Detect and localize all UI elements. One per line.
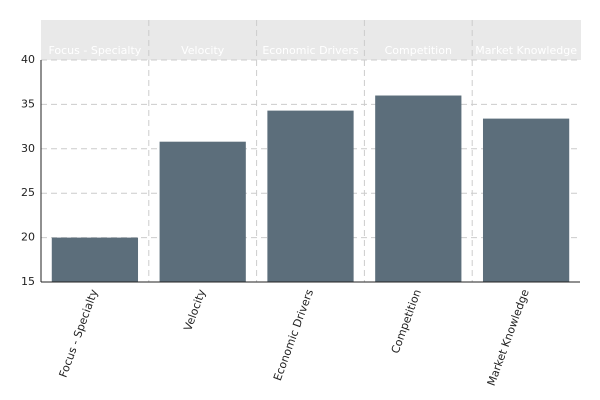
y-tick-label: 20 (21, 231, 35, 244)
bar (159, 141, 246, 282)
top-category-label: Market Knowledge (475, 44, 577, 57)
bar (375, 95, 462, 283)
header-band (41, 20, 581, 60)
top-category-label: Competition (385, 44, 452, 57)
top-category-label: Focus - Specialty (48, 44, 141, 57)
x-tick-label: Market Knowledge (485, 287, 532, 387)
y-tick-label: 30 (21, 142, 35, 155)
bar (267, 110, 354, 282)
x-tick-label: Focus - Specialty (57, 287, 101, 379)
x-tick-label: Economic Drivers (271, 287, 316, 382)
top-category-label: Velocity (181, 44, 225, 57)
bar (51, 237, 139, 282)
bar (482, 118, 570, 282)
x-tick-label: Velocity (181, 287, 208, 332)
top-category-label: Economic Drivers (262, 44, 359, 57)
y-tick-label: 35 (21, 97, 35, 110)
x-tick-label: Competition (389, 288, 424, 356)
y-tick-label: 40 (21, 53, 35, 66)
y-tick-label: 15 (21, 275, 35, 288)
y-tick-label: 25 (21, 186, 35, 199)
